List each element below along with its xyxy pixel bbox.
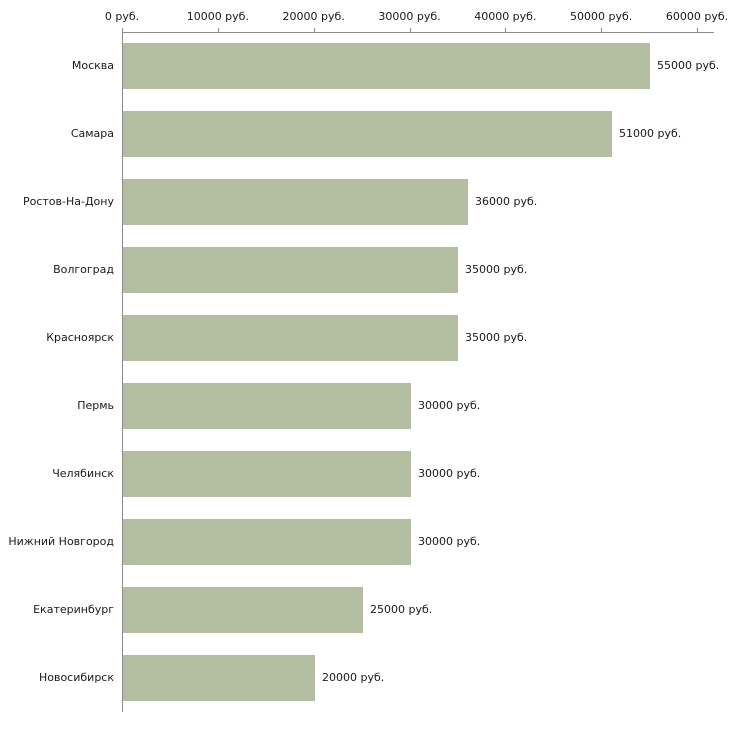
bar-category-label: Самара — [70, 127, 114, 140]
bar-value-label: 25000 руб. — [370, 603, 433, 616]
bar — [123, 315, 458, 361]
x-axis-tick-label: 50000 руб. — [570, 10, 633, 23]
x-axis-tick-label: 40000 руб. — [474, 10, 537, 23]
x-axis-tick — [409, 28, 411, 32]
bar — [123, 43, 650, 89]
x-axis-tick-label: 60000 руб. — [665, 10, 729, 23]
bar — [123, 587, 363, 633]
x-axis-tick — [313, 28, 315, 32]
x-axis-tick — [601, 28, 603, 32]
bar-value-label: 35000 руб. — [465, 331, 528, 344]
bar-category-label: Новосибирск — [38, 671, 114, 684]
bar-value-label: 36000 руб. — [475, 195, 538, 208]
bar-category-label: Волгоград — [53, 263, 114, 276]
x-axis-tick — [217, 28, 219, 32]
bar — [123, 655, 315, 701]
bar — [123, 451, 411, 497]
bar — [123, 111, 612, 157]
bar — [123, 247, 458, 293]
x-axis-tick-label: 30000 руб. — [378, 10, 441, 23]
bar-value-label: 20000 руб. — [322, 671, 385, 684]
x-axis-tick-label: 20000 руб. — [282, 10, 345, 23]
bar-category-label: Пермь — [77, 399, 114, 412]
bar-category-label: Москва — [71, 59, 114, 72]
bar-category-label: Челябинск — [52, 467, 114, 480]
bar — [123, 519, 411, 565]
x-axis-tick — [697, 28, 698, 32]
bar-value-label: 51000 руб. — [619, 127, 682, 140]
x-axis-tick-label: 10000 руб. — [186, 10, 249, 23]
bar — [123, 179, 468, 225]
bar-value-label: 30000 руб. — [418, 467, 481, 480]
x-axis-line — [122, 32, 714, 33]
y-axis-line — [122, 32, 123, 712]
x-axis-tick-label: 0 руб. — [104, 10, 140, 23]
x-axis-tick — [505, 28, 507, 32]
bar-category-label: Красноярск — [46, 331, 114, 344]
bar-category-label: Нижний Новгород — [8, 535, 114, 548]
bar-category-label: Ростов-На-Дону — [22, 195, 114, 208]
bar-value-label: 30000 руб. — [418, 535, 481, 548]
bar-value-label: 30000 руб. — [418, 399, 481, 412]
x-axis-tick — [122, 28, 123, 32]
bar-value-label: 55000 руб. — [657, 59, 720, 72]
bar-category-label: Екатеринбург — [33, 603, 114, 616]
bar — [123, 383, 411, 429]
bar-value-label: 35000 руб. — [465, 263, 528, 276]
